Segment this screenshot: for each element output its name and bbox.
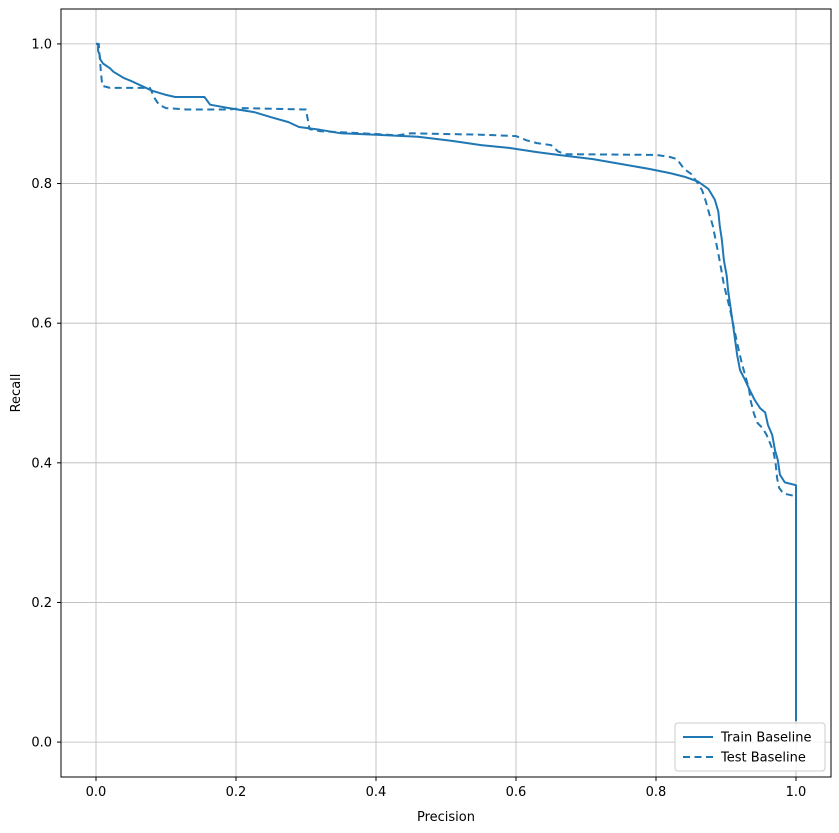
svg-text:1.0: 1.0	[786, 785, 807, 800]
series-train-baseline	[96, 42, 797, 722]
svg-text:1.0: 1.0	[31, 37, 52, 52]
legend-box	[674, 722, 826, 772]
legend: Train Baseline Test Baseline	[674, 722, 826, 772]
legend-test-label: Test Baseline	[720, 751, 806, 766]
tick-labels: 0.0 0.2 0.4 0.6 0.8 1.0 0.0 0.2 0.4 0.6 0.8 1.0	[31, 37, 806, 800]
x-axis-label: Precision	[417, 810, 475, 825]
curve-series	[96, 42, 797, 722]
svg-text:0.2: 0.2	[226, 785, 247, 800]
svg-text:0.8: 0.8	[646, 785, 667, 800]
svg-text:0.0: 0.0	[31, 736, 52, 751]
svg-text:0.6: 0.6	[506, 785, 527, 800]
axes-spines-and-ticks	[57, 8, 832, 781]
svg-text:0.8: 0.8	[31, 177, 52, 192]
svg-text:0.6: 0.6	[31, 317, 52, 332]
svg-text:0.0: 0.0	[86, 785, 107, 800]
svg-text:0.2: 0.2	[31, 596, 52, 611]
legend-train-label: Train Baseline	[720, 731, 811, 746]
grid-lines	[61, 9, 831, 777]
y-axis-label: Recall	[9, 374, 24, 413]
series-test-baseline	[96, 42, 797, 722]
svg-text:0.4: 0.4	[31, 456, 52, 471]
svg-text:0.4: 0.4	[366, 785, 387, 800]
